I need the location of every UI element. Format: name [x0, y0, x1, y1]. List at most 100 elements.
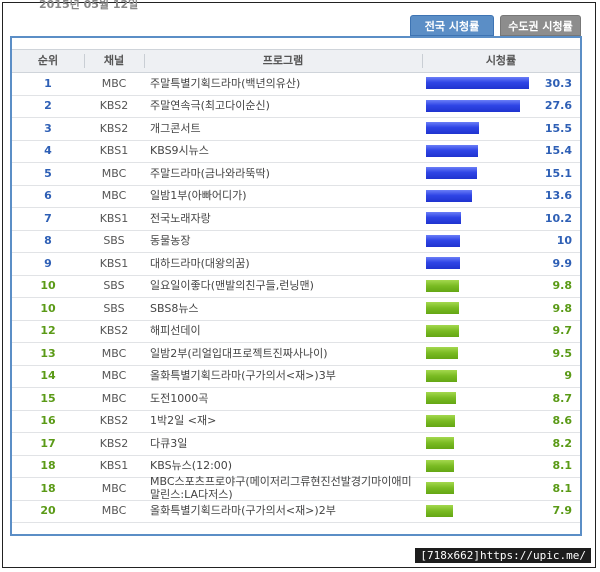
- rank-cell: 13: [40, 346, 56, 360]
- table-row: 16 KBS2 1박2일 <재> 8.6: [12, 410, 580, 433]
- rating-value: 7.9: [552, 504, 573, 518]
- table-header: 순위 채널 프로그램 시청률: [12, 49, 580, 73]
- rating-bar: [426, 414, 455, 427]
- table-row: 1 MBC 주말특별기획드라마(백년의유산) 30.3: [12, 72, 580, 96]
- rating-bar: [426, 279, 459, 292]
- rating-bar: [426, 122, 479, 134]
- rating-bar: [426, 212, 461, 224]
- rating-value: 15.1: [544, 166, 572, 180]
- rating-value: 9.5: [552, 346, 573, 360]
- rating-bar: [426, 257, 460, 269]
- column-header-rating: 시청률: [485, 54, 517, 67]
- rank-cell: 3: [44, 121, 52, 135]
- rank-cell: 18: [40, 481, 56, 495]
- channel-cell: KBS1: [99, 144, 129, 158]
- table-row: 15 MBC 도전1000곡 8.7: [12, 387, 580, 411]
- channel-cell: SBS: [103, 279, 125, 293]
- table-row: 18 MBC MBC스포츠프로야구(메이저리그류현진선발경기마이애미말린스:LA다저…: [12, 475, 580, 502]
- rank-cell: 7: [44, 211, 52, 225]
- tab-national-ratings[interactable]: 전국 시청률: [410, 15, 494, 36]
- program-cell[interactable]: 주말연속극(최고다이순신): [150, 99, 270, 113]
- program-cell[interactable]: KBS9시뉴스: [150, 144, 209, 158]
- table-row: 7 KBS1 전국노래자랑 10.2: [12, 207, 580, 231]
- program-cell[interactable]: 동물농장: [150, 234, 191, 248]
- program-cell[interactable]: 해피선데이: [150, 324, 201, 338]
- rating-bar: [426, 144, 478, 157]
- program-cell[interactable]: 도전1000곡: [150, 391, 209, 405]
- channel-cell: MBC: [101, 369, 127, 383]
- rank-cell: 2: [44, 99, 52, 113]
- rating-bar: [426, 77, 529, 89]
- program-cell[interactable]: 1박2일 <재>: [150, 414, 217, 428]
- table-row: 13 MBC 일밤2부(리얼입대프로젝트진짜사나이) 9.5: [12, 342, 580, 366]
- rating-value: 9.7: [552, 324, 573, 338]
- rating-bar: [426, 99, 520, 112]
- program-cell[interactable]: MBC스포츠프로야구(메이저리그류현진선발경기마이애미말린스:LA다저스): [150, 475, 412, 502]
- rating-value: 27.6: [544, 99, 572, 113]
- channel-cell: MBC: [101, 189, 127, 203]
- rank-cell: 17: [40, 436, 56, 450]
- program-cell[interactable]: 일요일이좋다(맨발의친구들,런닝맨): [150, 279, 314, 293]
- program-cell[interactable]: 올화특별기획드라마(구가의서<재>)2부: [150, 504, 336, 518]
- watermark: [718x662]https://upic.me/: [415, 548, 591, 563]
- program-cell[interactable]: 일밤1부(아빠어디가): [150, 189, 247, 203]
- tab-capital-ratings[interactable]: 수도권 시청률: [500, 15, 581, 36]
- rating-value: 8.7: [552, 391, 573, 405]
- rating-bar: [426, 369, 457, 382]
- rating-bar: [426, 504, 453, 517]
- rank-cell: 9: [44, 256, 52, 270]
- rank-cell: 4: [44, 144, 52, 158]
- program-cell[interactable]: KBS뉴스(12:00): [150, 459, 233, 473]
- program-cell[interactable]: 올화특별기획드라마(구가의서<재>)3부: [150, 369, 336, 383]
- ratings-table: 순위 채널 프로그램 시청률 1 MBC 주말특별기획드라마(백년의유산) 30.3 2…: [10, 36, 582, 536]
- channel-cell: KBS1: [99, 459, 129, 473]
- column-header-rank: 순위: [37, 54, 59, 67]
- rating-value: 30.3: [544, 76, 572, 90]
- channel-cell: MBC: [101, 346, 127, 360]
- program-cell[interactable]: 주말특별기획드라마(백년의유산): [150, 76, 301, 90]
- program-cell[interactable]: SBS8뉴스: [150, 301, 199, 315]
- rating-value: 9: [564, 369, 572, 383]
- channel-cell: MBC: [101, 166, 127, 180]
- channel-cell: MBC: [101, 504, 127, 518]
- rating-bar: [426, 459, 454, 472]
- rating-value: 9.8: [552, 301, 573, 315]
- channel-cell: KBS1: [99, 256, 129, 270]
- rating-bar: [426, 482, 454, 494]
- column-header-program: 프로그램: [262, 54, 304, 67]
- rank-cell: 5: [44, 166, 52, 180]
- rank-cell: 10: [40, 301, 56, 315]
- program-cell[interactable]: 주말드라마(금나와라뚝딱): [150, 166, 270, 180]
- date-label: 2015년 05월 12일: [39, 0, 139, 11]
- channel-cell: KBS2: [99, 414, 129, 428]
- table-row: 10 SBS 일요일이좋다(맨발의친구들,런닝맨) 9.8: [12, 275, 580, 298]
- rating-value: 9.8: [552, 279, 573, 293]
- rating-value: 8.1: [552, 481, 573, 495]
- table-row: 20 MBC 올화특별기획드라마(구가의서<재>)2부 7.9: [12, 500, 580, 523]
- program-cell[interactable]: 전국노래자랑: [150, 211, 211, 225]
- table-row: 4 KBS1 KBS9시뉴스 15.4: [12, 140, 580, 163]
- program-cell[interactable]: 개그콘서트: [150, 121, 201, 135]
- column-divider: [84, 54, 85, 68]
- table-row: 6 MBC 일밤1부(아빠어디가) 13.6: [12, 185, 580, 208]
- table-row: 2 KBS2 주말연속극(최고다이순신) 27.6: [12, 95, 580, 118]
- column-divider: [422, 54, 423, 68]
- rating-bar: [426, 302, 459, 314]
- rank-cell: 20: [40, 504, 56, 518]
- program-cell[interactable]: 일밤2부(리얼입대프로젝트진짜사나이): [150, 346, 328, 360]
- program-cell[interactable]: 다큐3일: [150, 436, 188, 450]
- rating-value: 8.1: [552, 459, 573, 473]
- rank-cell: 10: [40, 279, 56, 293]
- rating-bar: [426, 392, 456, 404]
- table-row: 9 KBS1 대하드라마(대왕의꿈) 9.9: [12, 252, 580, 276]
- table-row: 18 KBS1 KBS뉴스(12:00) 8.1: [12, 455, 580, 478]
- rating-bar: [426, 324, 459, 337]
- rank-cell: 18: [40, 459, 56, 473]
- rating-bar: [426, 167, 477, 179]
- rating-bar: [426, 437, 454, 449]
- program-cell[interactable]: 대하드라마(대왕의꿈): [150, 256, 250, 270]
- table-row: 17 KBS2 다큐3일 8.2: [12, 432, 580, 456]
- column-divider: [144, 54, 145, 68]
- rank-cell: 15: [40, 391, 56, 405]
- rank-cell: 6: [44, 189, 52, 203]
